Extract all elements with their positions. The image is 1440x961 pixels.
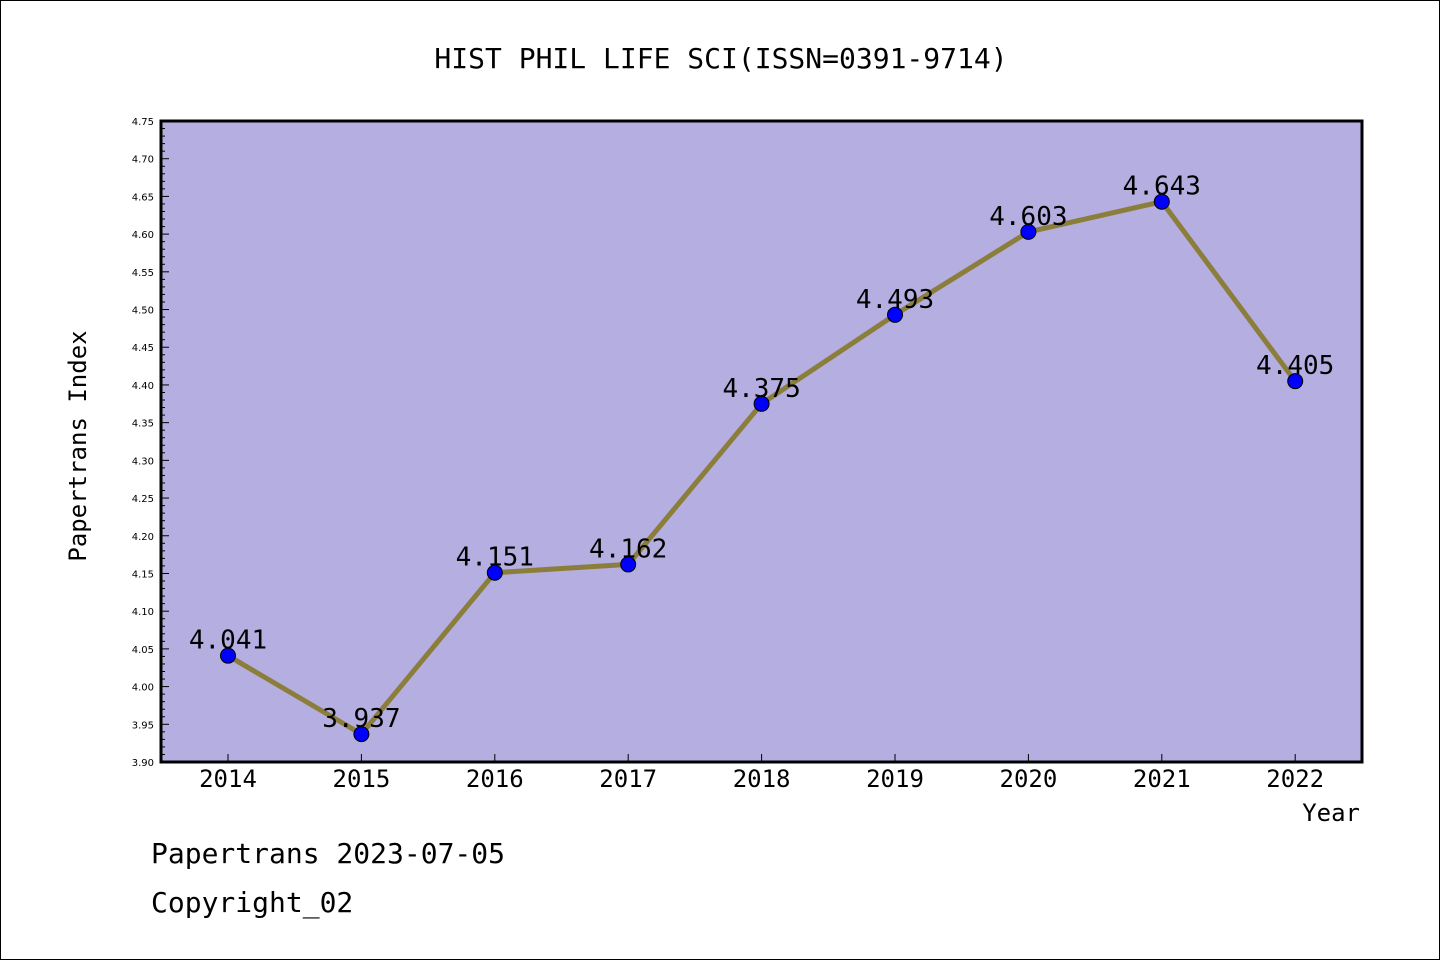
x-tick-label: 2016 [466, 765, 524, 793]
y-axis: 3.90 3.95 4.00 4.05 4.10 4.15 4.20 4.25 4.30 4.35… [132, 117, 169, 769]
data-point [1020, 223, 1037, 240]
x-tick-label: 2018 [733, 765, 791, 793]
y-tick-label: 4.15 [132, 569, 154, 580]
chart-title: HIST PHIL LIFE SCI(ISSN=0391-9714) [434, 42, 1007, 75]
footer-copyright: Copyright_02 [151, 886, 354, 919]
y-tick-label: 4.55 [132, 268, 154, 279]
plot-area [159, 119, 1364, 764]
x-tick-label: 2014 [199, 765, 257, 793]
y-tick-label: 4.40 [132, 381, 154, 392]
y-tick-label: 4.70 [132, 155, 154, 166]
x-tick-label: 2020 [1000, 765, 1058, 793]
footer-date: Papertrans 2023-07-05 [151, 837, 506, 870]
data-points [220, 193, 1304, 743]
x-tick-label: 2022 [1266, 765, 1324, 793]
data-label: 4.643 [1123, 172, 1201, 202]
y-tick-label: 3.90 [132, 758, 154, 769]
y-tick-label: 4.75 [132, 117, 154, 128]
data-point [887, 306, 903, 323]
y-tick-label: 4.50 [132, 306, 154, 317]
data-label: 4.375 [722, 374, 800, 404]
y-tick-label: 4.65 [132, 192, 154, 203]
y-tick-label: 4.10 [132, 607, 154, 618]
y-tick-label: 4.60 [132, 230, 154, 241]
data-label: 4.162 [589, 534, 667, 564]
y-tick-label: 4.05 [132, 645, 154, 656]
data-point [1287, 373, 1304, 390]
data-label: 4.603 [989, 202, 1067, 232]
data-point [353, 726, 370, 743]
y-tick-label: 4.30 [132, 456, 154, 467]
y-tick-label: 4.00 [132, 683, 154, 694]
x-tick-label: 2015 [333, 765, 391, 793]
y-tick-label: 4.25 [132, 494, 154, 505]
x-axis-label: Year [1302, 799, 1360, 827]
data-point [220, 647, 236, 664]
data-point [620, 556, 637, 573]
data-label: 4.041 [189, 626, 267, 656]
data-point [1153, 193, 1170, 210]
x-tick-label: 2019 [866, 765, 924, 793]
data-labels: 4.041 3.937 4.151 4.162 4.375 4.493 4.603 4.643… [189, 172, 1334, 734]
y-tick-label: 3.95 [132, 720, 154, 731]
y-tick-label: 4.20 [132, 532, 154, 543]
x-tick-label: 2021 [1133, 765, 1191, 793]
data-label: 4.405 [1256, 351, 1334, 381]
y-tick-label: 4.35 [132, 419, 154, 430]
data-label: 4.151 [456, 543, 534, 573]
y-tick-label: 4.45 [132, 343, 154, 354]
data-label: 4.493 [856, 285, 934, 315]
x-axis: 2014 2015 2016 2017 2018 2019 2020 2021 2022 [199, 754, 1324, 793]
data-point [753, 395, 770, 412]
data-label: 3.937 [322, 704, 400, 734]
x-tick-label: 2017 [599, 765, 657, 793]
data-point [486, 564, 503, 581]
y-axis-label: Papertrans Index [64, 330, 92, 561]
